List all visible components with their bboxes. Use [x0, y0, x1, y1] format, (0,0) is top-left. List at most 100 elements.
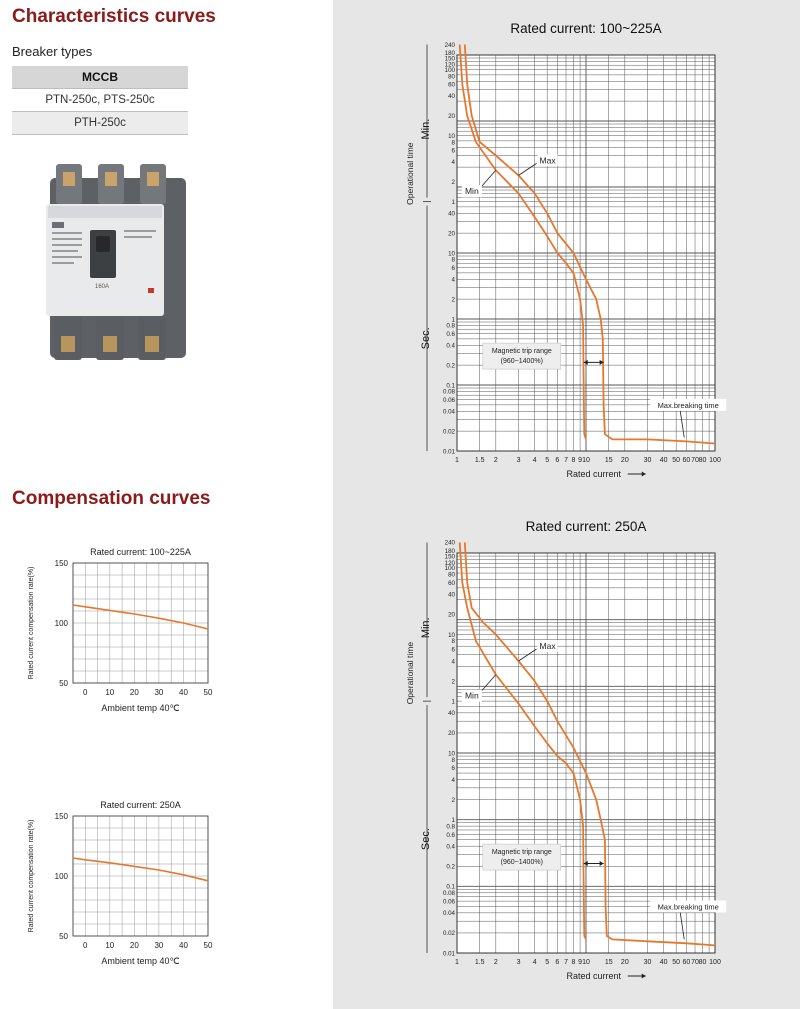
- breaker-rating-text: 160A: [95, 284, 109, 290]
- min-leader: [481, 169, 497, 187]
- y-tick-label: 0.2: [446, 864, 455, 871]
- x-tick-label: 60: [682, 457, 690, 464]
- breaking-time-label: Max.breaking time: [658, 401, 719, 410]
- y-tick-label: 40: [448, 211, 455, 218]
- y-tick-label: 10: [448, 632, 455, 639]
- x-tick-label: 50: [204, 688, 213, 697]
- y-tick-label: 6: [452, 765, 456, 772]
- y-tick-label: 0.02: [443, 428, 456, 435]
- min-label: Min: [465, 186, 479, 196]
- max-leader: [518, 163, 537, 176]
- plot-border: [456, 54, 716, 452]
- curve-min: [458, 542, 587, 940]
- max-label: Max: [540, 641, 557, 651]
- y-tick-label: 8: [452, 139, 456, 146]
- curve-min: [458, 44, 587, 440]
- y-tick-label: 40: [448, 592, 455, 599]
- chart-title: Rated current: 250A: [526, 519, 647, 534]
- x-tick-label: 1.5: [475, 959, 485, 966]
- x-tick-label: 1: [455, 457, 459, 464]
- y-tick-label: 150: [445, 55, 456, 62]
- compensation-chart-2: Rated current: 250A 50 100 150 0 10 20 30 40 50 Am…: [28, 800, 213, 966]
- x-tick-label: 20: [621, 959, 629, 966]
- x-tick-label: 70: [691, 959, 699, 966]
- y-tick-label: 6: [452, 647, 456, 654]
- x-tick-label: 6: [555, 457, 559, 464]
- y-tick-label: 240: [445, 540, 456, 547]
- y-tick-label: 4: [452, 277, 456, 284]
- y-unit-sec-label: Sec.: [420, 828, 432, 850]
- y-tick-label: 4: [452, 658, 456, 665]
- x-tick-label: 30: [644, 959, 652, 966]
- y-tick-label: 100: [55, 872, 69, 881]
- x-axis-label: Ambient temp 40℃: [101, 956, 179, 966]
- y-tick-label: 150: [445, 553, 456, 560]
- x-tick-label: 8: [572, 959, 576, 966]
- y-tick-label: 0.6: [446, 331, 455, 338]
- min-label: Min: [465, 691, 479, 701]
- table-cell: PTN-250c, PTS-250c: [12, 88, 188, 112]
- y-tick-label: 2: [452, 296, 456, 303]
- y-tick-label: 0.02: [443, 930, 456, 937]
- y-tick-label: 80: [448, 73, 455, 80]
- x-tick-label: 15: [605, 457, 613, 464]
- chart-title: Rated current: 250A: [100, 800, 181, 810]
- breaking-time-leader: [679, 410, 685, 438]
- characteristics-heading: Characteristics curves: [12, 6, 216, 27]
- y-tick-label: 100: [445, 565, 456, 572]
- trip-range-arrowhead: [599, 359, 604, 365]
- y-tick-label: 0.2: [446, 362, 455, 369]
- breaking-time-label: Max.breaking time: [658, 902, 719, 911]
- x-tick-label: 40: [179, 941, 188, 950]
- y-tick-label: 0.08: [443, 890, 456, 897]
- y-tick-label: 150: [55, 812, 69, 821]
- y-tick-label: 8: [452, 638, 456, 645]
- y-tick-label: 20: [448, 230, 455, 237]
- y-tick-label: 2: [452, 179, 456, 186]
- y-tick-label: 4: [452, 159, 456, 166]
- x-axis-label: Rated current: [566, 469, 621, 479]
- y-tick-label: 1: [452, 817, 456, 824]
- y-tick-label: 80: [448, 572, 455, 579]
- x-tick-label: 7: [564, 457, 568, 464]
- y-tick-label: 100: [55, 619, 69, 628]
- x-tick-label: 60: [682, 959, 690, 966]
- compensation-curve: [72, 857, 209, 882]
- breaker-types-label: Breaker types: [12, 44, 93, 59]
- y-tick-label: 8: [452, 257, 456, 264]
- y-unit-min-label: Min.: [420, 119, 432, 140]
- y-tick-label: 240: [445, 42, 456, 49]
- trip-range-value: (960~1400%): [501, 859, 543, 866]
- x-tick-label: 9: [578, 457, 582, 464]
- x-tick-label: 1: [455, 959, 459, 966]
- trip-range-box: [482, 342, 562, 370]
- x-tick-label: 0: [83, 688, 88, 697]
- x-tick-label: 2: [494, 457, 498, 464]
- y-unit-min-label: Min.: [420, 617, 432, 638]
- max-label: Max: [540, 155, 557, 165]
- y-tick-label: 1: [452, 316, 456, 323]
- y-tick-label: 0.01: [443, 448, 456, 455]
- y-tick-label: 0.04: [443, 910, 456, 917]
- y-tick-label: 120: [445, 62, 456, 69]
- y-axis-label: Operational time: [405, 142, 415, 205]
- y-tick-label: 0.6: [446, 832, 455, 839]
- trip-range-arrowhead: [583, 359, 588, 365]
- x-tick-label: 80: [699, 959, 707, 966]
- x-tick-label: 50: [672, 959, 680, 966]
- x-tick-label: 10: [582, 959, 590, 966]
- x-tick-label: 4: [533, 457, 537, 464]
- trip-range-label: Magnetic trip range: [492, 849, 552, 856]
- min-label-bg: [461, 185, 482, 198]
- compensation-heading: Compensation curves: [12, 488, 211, 509]
- x-tick-label: 0: [83, 941, 88, 950]
- x-tick-label: 30: [644, 457, 652, 464]
- x-tick-label: 3: [517, 959, 521, 966]
- y-tick-label: 0.04: [443, 409, 456, 416]
- y-tick-label: 0.4: [446, 843, 455, 850]
- x-tick-label: 1.5: [475, 457, 485, 464]
- y-tick-label: 40: [448, 93, 455, 100]
- y-tick-label: 0.4: [446, 343, 455, 350]
